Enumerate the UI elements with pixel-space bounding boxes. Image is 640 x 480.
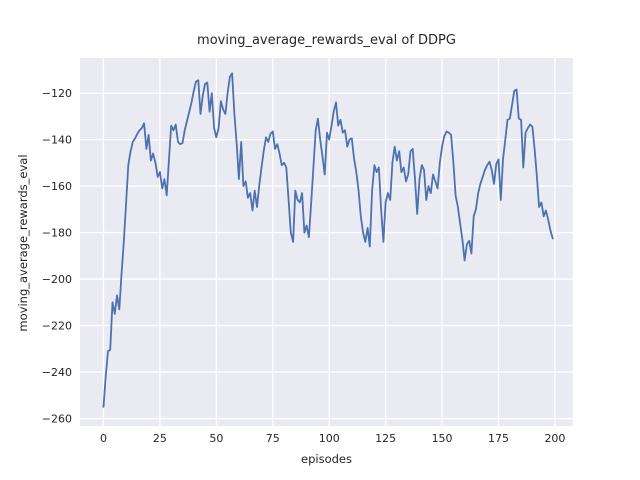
x-tick-label: 200: [544, 432, 565, 445]
x-axis-label: episodes: [301, 452, 352, 466]
y-axis-label: moving_average_rewards_eval: [16, 154, 30, 332]
y-tick-label: −220: [42, 320, 72, 333]
y-tick-label: −120: [42, 87, 72, 100]
x-tick-label: 0: [100, 432, 107, 445]
x-tick-label: 100: [319, 432, 340, 445]
data-line-moving_average_rewards_eval: [102, 72, 554, 408]
y-tick-label: −160: [42, 180, 72, 193]
x-tick-label: 175: [488, 432, 509, 445]
x-tick-label: 50: [209, 432, 223, 445]
y-tick-label: −240: [42, 366, 72, 379]
chart-title: moving_average_rewards_eval of DDPG: [197, 33, 456, 48]
y-tick-label: −140: [42, 134, 72, 147]
x-tick-label: 25: [153, 432, 167, 445]
y-tick-label: −260: [42, 413, 72, 426]
x-tick-label: 150: [432, 432, 453, 445]
x-tick-label: 125: [375, 432, 396, 445]
y-tick-label: −200: [42, 273, 72, 286]
x-tick-label: 75: [266, 432, 280, 445]
axes-background: [80, 58, 573, 426]
y-tick-label: −180: [42, 227, 72, 240]
